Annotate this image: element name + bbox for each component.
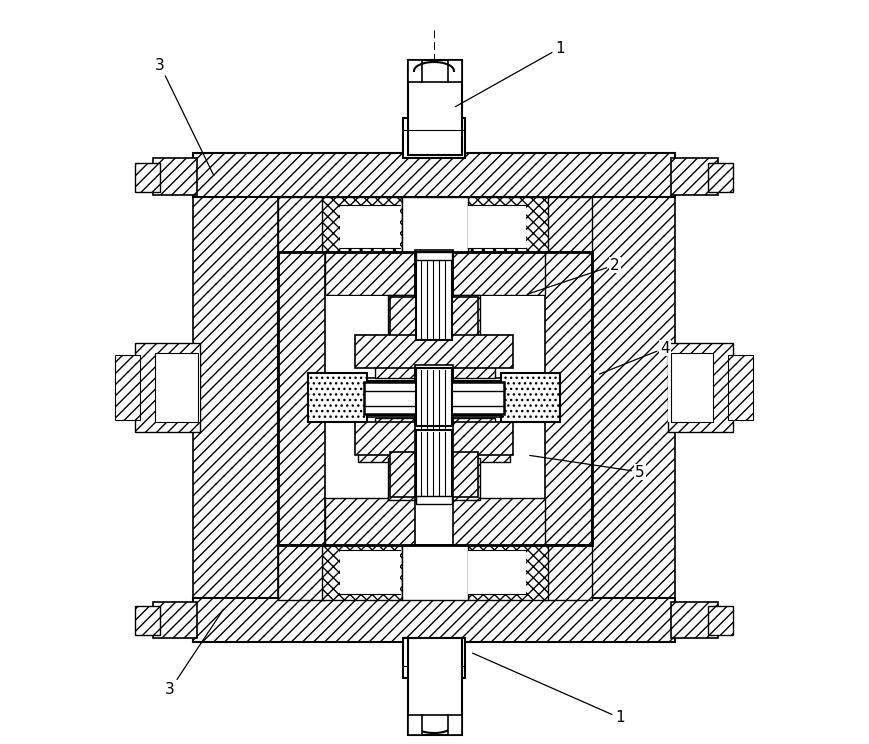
Bar (415, 365, 453, 430)
Bar (322, 197, 402, 252)
Bar (358, 335, 510, 365)
Bar (468, 205, 526, 248)
Bar (388, 458, 480, 500)
Bar (503, 375, 558, 420)
Bar (323, 296, 547, 499)
Bar (135, 606, 160, 635)
Bar (278, 252, 325, 545)
Bar (355, 335, 513, 368)
Bar (388, 295, 480, 340)
Bar (468, 197, 548, 252)
Bar (115, 355, 140, 420)
Text: 3: 3 (156, 57, 214, 176)
Bar (501, 373, 560, 422)
Bar (402, 197, 468, 252)
Bar (415, 250, 453, 340)
Bar (390, 452, 478, 497)
Bar (448, 715, 462, 735)
Bar (416, 368, 452, 426)
Bar (415, 455, 453, 500)
Bar (193, 153, 675, 197)
Bar (403, 638, 465, 678)
Bar (415, 500, 453, 545)
Bar (408, 60, 462, 155)
Bar (278, 252, 592, 545)
Bar (590, 197, 675, 600)
Bar (545, 545, 592, 600)
Bar (325, 252, 545, 295)
Bar (278, 545, 325, 600)
Bar (448, 60, 462, 82)
Bar (671, 602, 718, 638)
Bar (370, 362, 500, 378)
Bar (728, 355, 753, 420)
Bar (364, 382, 504, 414)
Bar (502, 375, 558, 420)
Bar (708, 606, 733, 635)
Bar (362, 378, 506, 417)
Text: 1: 1 (473, 653, 625, 725)
Bar (355, 422, 513, 455)
Text: 1: 1 (455, 40, 565, 106)
Bar (390, 297, 478, 338)
Bar (416, 252, 452, 260)
Bar (415, 370, 453, 425)
Bar (668, 353, 713, 422)
Bar (402, 545, 468, 600)
Bar (468, 550, 526, 594)
Bar (322, 252, 548, 295)
Bar (155, 353, 200, 422)
Bar (135, 343, 200, 432)
Text: 3: 3 (165, 609, 223, 698)
Bar (388, 455, 480, 500)
Bar (326, 296, 544, 497)
Bar (548, 252, 592, 545)
Bar (340, 550, 400, 594)
Bar (340, 205, 400, 248)
Bar (322, 545, 402, 600)
Bar (408, 638, 462, 735)
Text: 2: 2 (527, 257, 620, 294)
Bar (468, 545, 548, 600)
Bar (153, 602, 197, 638)
Bar (358, 430, 510, 462)
Bar (278, 197, 325, 252)
Bar (193, 598, 675, 642)
Bar (363, 381, 505, 415)
Bar (408, 60, 422, 82)
Bar (545, 197, 592, 252)
Bar (322, 295, 548, 500)
Bar (153, 158, 197, 195)
Bar (403, 118, 465, 158)
Bar (671, 353, 713, 422)
Bar (668, 343, 733, 432)
Bar (388, 295, 480, 340)
Bar (155, 353, 198, 422)
Bar (135, 163, 160, 192)
Bar (370, 420, 500, 436)
Bar (415, 252, 453, 297)
Bar (416, 254, 452, 340)
Bar (310, 375, 365, 420)
Bar (415, 430, 453, 500)
Bar (375, 418, 495, 433)
Bar (545, 252, 592, 545)
Bar (325, 498, 545, 545)
Bar (193, 197, 278, 600)
Bar (308, 373, 367, 422)
Bar (322, 500, 548, 545)
Bar (278, 252, 322, 545)
Bar (358, 433, 510, 460)
Bar (416, 496, 452, 504)
Bar (416, 430, 452, 497)
Bar (310, 375, 366, 420)
Bar (408, 715, 422, 735)
Text: 4: 4 (600, 341, 670, 374)
Bar (671, 158, 718, 195)
Text: 5: 5 (530, 455, 645, 479)
Bar (708, 163, 733, 192)
Bar (358, 335, 510, 362)
Bar (278, 252, 592, 545)
Bar (375, 363, 495, 378)
